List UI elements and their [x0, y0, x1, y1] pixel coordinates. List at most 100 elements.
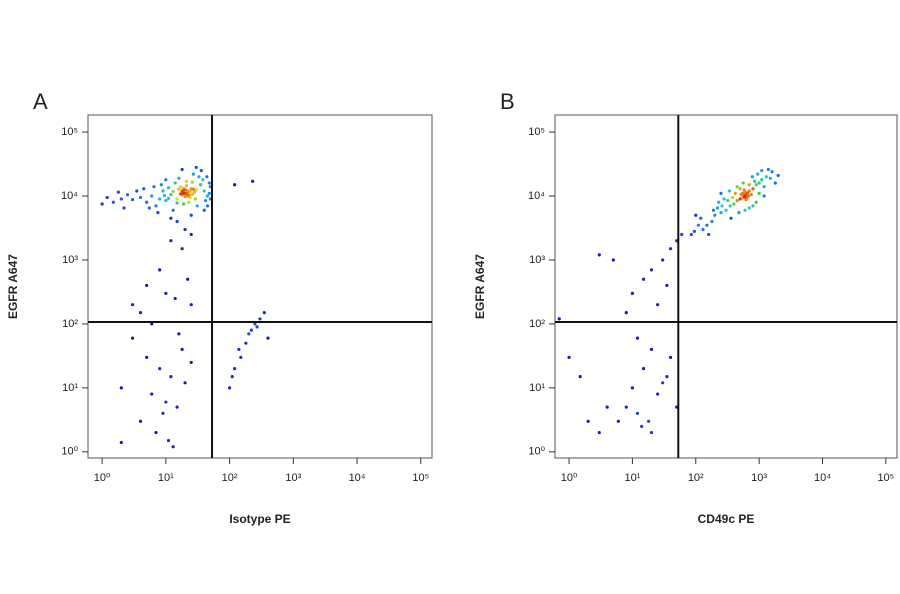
event-dot — [194, 165, 198, 170]
event-dot — [171, 208, 175, 212]
event-dot — [656, 303, 660, 307]
event-dot — [190, 192, 194, 197]
event-dot — [207, 191, 211, 195]
event-dot — [178, 185, 183, 189]
event-dot — [743, 195, 747, 199]
event-dot — [624, 311, 628, 315]
event-dot — [145, 200, 149, 204]
x-tick-label: 10³ — [285, 472, 301, 484]
event-dot — [130, 197, 135, 202]
event-dot — [192, 190, 196, 194]
event-dot — [147, 206, 151, 210]
event-dot — [680, 232, 684, 237]
event-dot — [169, 374, 173, 379]
x-tick-label: 10¹ — [624, 472, 640, 484]
event-dot — [746, 194, 751, 198]
event-dot — [713, 213, 717, 217]
event-dot — [201, 178, 205, 182]
event-dot — [762, 185, 766, 189]
y-tick-label: 10¹ — [62, 382, 78, 394]
y-tick-label: 10⁴ — [528, 190, 545, 202]
event-dot — [178, 192, 183, 196]
event-dot — [227, 386, 232, 390]
event-dot — [741, 181, 745, 185]
event-dot — [184, 179, 189, 183]
event-dot — [567, 355, 571, 359]
event-dot — [717, 200, 721, 204]
event-dot — [635, 411, 640, 415]
event-dot — [150, 392, 154, 396]
event-dot — [746, 191, 750, 195]
event-dot — [247, 332, 251, 336]
event-dot — [195, 204, 199, 208]
event-dot — [656, 392, 660, 396]
event-dot — [188, 195, 192, 200]
event-dot — [754, 183, 758, 187]
event-dot — [119, 386, 123, 390]
y-tick-label: 10⁵ — [61, 126, 78, 138]
event-dot — [729, 216, 733, 220]
event-dot — [203, 198, 208, 203]
event-dot — [161, 189, 165, 193]
event-dot — [770, 170, 774, 174]
event-dot — [710, 219, 714, 224]
y-axis-label: EGFR A647 — [473, 254, 487, 319]
event-dot — [735, 185, 739, 189]
event-dot — [111, 200, 115, 204]
y-tick-label: 10² — [529, 318, 545, 330]
event-dot — [646, 419, 651, 423]
event-dot — [138, 419, 143, 423]
panel-label: A — [33, 89, 48, 114]
event-dot — [187, 200, 191, 204]
event-dot — [125, 193, 130, 197]
event-dot — [733, 191, 737, 195]
event-dot — [145, 283, 149, 288]
event-dot — [164, 291, 168, 296]
event-dot — [720, 204, 724, 208]
event-dot — [726, 198, 730, 203]
event-dot — [183, 381, 187, 385]
event-dot — [116, 190, 121, 194]
x-tick-label: 10⁰ — [561, 472, 578, 484]
event-dot — [719, 191, 723, 195]
event-dot — [754, 200, 758, 204]
plot-frame — [87, 114, 433, 459]
event-dot — [183, 227, 187, 232]
event-dot — [180, 167, 184, 172]
event-dot — [255, 325, 259, 329]
y-tick-label: 10¹ — [529, 382, 545, 394]
plot-frame — [554, 114, 898, 459]
event-dot — [776, 173, 780, 178]
event-dot — [597, 430, 601, 435]
event-dot — [119, 440, 123, 445]
event-dot — [649, 347, 654, 351]
event-dot — [630, 386, 635, 390]
event-dot — [730, 195, 735, 200]
event-dot — [747, 206, 751, 210]
event-dot — [189, 303, 193, 307]
event-dot — [184, 184, 189, 188]
panel-label: B — [500, 89, 515, 114]
event-dot — [696, 223, 700, 227]
event-dot — [739, 192, 743, 197]
event-dot — [750, 175, 754, 179]
y-tick-label: 10⁰ — [61, 446, 78, 458]
event-dot — [692, 229, 696, 233]
event-dot — [122, 206, 126, 210]
event-dot — [100, 202, 104, 206]
event-dot — [668, 355, 673, 359]
event-dot — [749, 193, 753, 197]
event-dot — [183, 194, 187, 199]
event-dot — [150, 322, 154, 326]
event-dot — [665, 374, 669, 379]
event-dot — [262, 311, 266, 315]
event-dot — [164, 178, 168, 182]
x-tick-label: 10⁵ — [877, 472, 894, 484]
event-dot — [166, 196, 171, 200]
event-dot — [753, 179, 757, 183]
event-dot — [768, 176, 772, 180]
event-dot — [724, 208, 728, 212]
event-dot — [166, 186, 171, 190]
event-dot — [158, 197, 162, 201]
event-dot — [689, 232, 693, 237]
